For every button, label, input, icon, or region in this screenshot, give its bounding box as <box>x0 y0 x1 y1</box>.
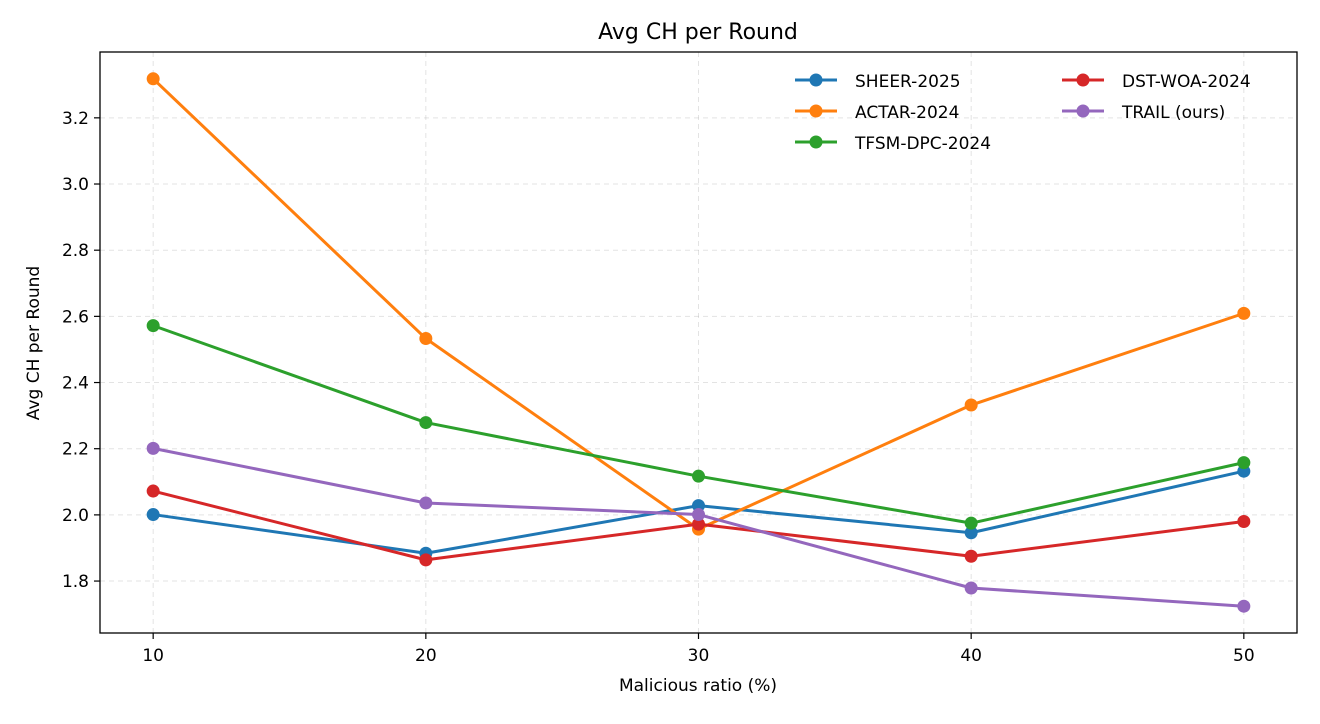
legend-label: TRAIL (ours) <box>1121 103 1225 123</box>
x-tick-label: 30 <box>688 646 710 666</box>
y-axis-label: Avg CH per Round <box>24 266 44 420</box>
x-tick-label: 10 <box>142 646 164 666</box>
grid <box>100 52 1297 633</box>
data-point <box>1237 306 1251 320</box>
legend-marker <box>1076 104 1090 118</box>
data-point <box>146 319 160 333</box>
y-tick-label: 1.8 <box>62 572 89 592</box>
data-point <box>146 72 160 86</box>
y-tick-label: 2.8 <box>62 241 89 261</box>
data-point <box>146 484 160 498</box>
legend-item: TRAIL (ours) <box>1062 103 1225 123</box>
data-point <box>964 581 978 595</box>
data-point <box>692 517 705 531</box>
legend-marker <box>809 104 823 118</box>
series-5 <box>146 441 1251 613</box>
legend-marker <box>809 135 823 149</box>
data-point <box>964 516 978 530</box>
legend-label: TFSM-DPC-2024 <box>854 134 991 154</box>
legend-item: SHEER-2025 <box>795 72 961 92</box>
x-axis-ticks: 10 20 30 40 50 <box>142 633 1255 666</box>
series-3 <box>146 319 1251 530</box>
y-tick-label: 3.0 <box>62 175 89 195</box>
data-point <box>1237 514 1251 528</box>
legend-item: TFSM-DPC-2024 <box>795 134 991 154</box>
data-point <box>146 441 160 455</box>
y-axis-ticks: 1.8 2.0 2.2 2.4 2.6 2.8 3.0 3.2 <box>62 109 100 592</box>
data-point <box>692 469 705 483</box>
data-point <box>964 549 978 563</box>
series-layer <box>146 72 1251 613</box>
series-4 <box>146 484 1251 567</box>
legend-label: SHEER-2025 <box>855 72 961 92</box>
data-point <box>964 526 978 540</box>
data-point <box>692 499 705 513</box>
data-point <box>964 398 978 412</box>
legend-label: DST-WOA-2024 <box>1122 72 1251 92</box>
data-point <box>146 508 160 522</box>
y-tick-label: 2.0 <box>62 506 89 526</box>
x-tick-label: 50 <box>1233 646 1255 666</box>
legend: SHEER-2025 ACTAR-2024 TFSM-DPC-2024 DST-WOA… <box>795 72 1251 154</box>
legend-marker <box>1076 73 1090 87</box>
y-tick-label: 3.2 <box>62 109 89 129</box>
y-tick-label: 2.2 <box>62 440 89 460</box>
data-point <box>419 553 433 567</box>
y-tick-label: 2.6 <box>62 307 89 327</box>
y-tick-label: 2.4 <box>62 374 89 394</box>
legend-item: ACTAR-2024 <box>795 103 959 123</box>
x-axis-label: Malicious ratio (%) <box>619 676 777 696</box>
data-point <box>692 508 705 522</box>
data-point <box>419 332 433 346</box>
legend-item: DST-WOA-2024 <box>1062 72 1251 92</box>
x-tick-label: 40 <box>960 646 982 666</box>
legend-marker <box>809 73 823 87</box>
data-point <box>1237 599 1251 613</box>
data-point <box>1237 456 1251 470</box>
chart-title: Avg CH per Round <box>598 20 798 45</box>
x-tick-label: 20 <box>415 646 437 666</box>
data-point <box>419 416 433 430</box>
data-point <box>419 496 433 510</box>
legend-label: ACTAR-2024 <box>855 103 959 123</box>
